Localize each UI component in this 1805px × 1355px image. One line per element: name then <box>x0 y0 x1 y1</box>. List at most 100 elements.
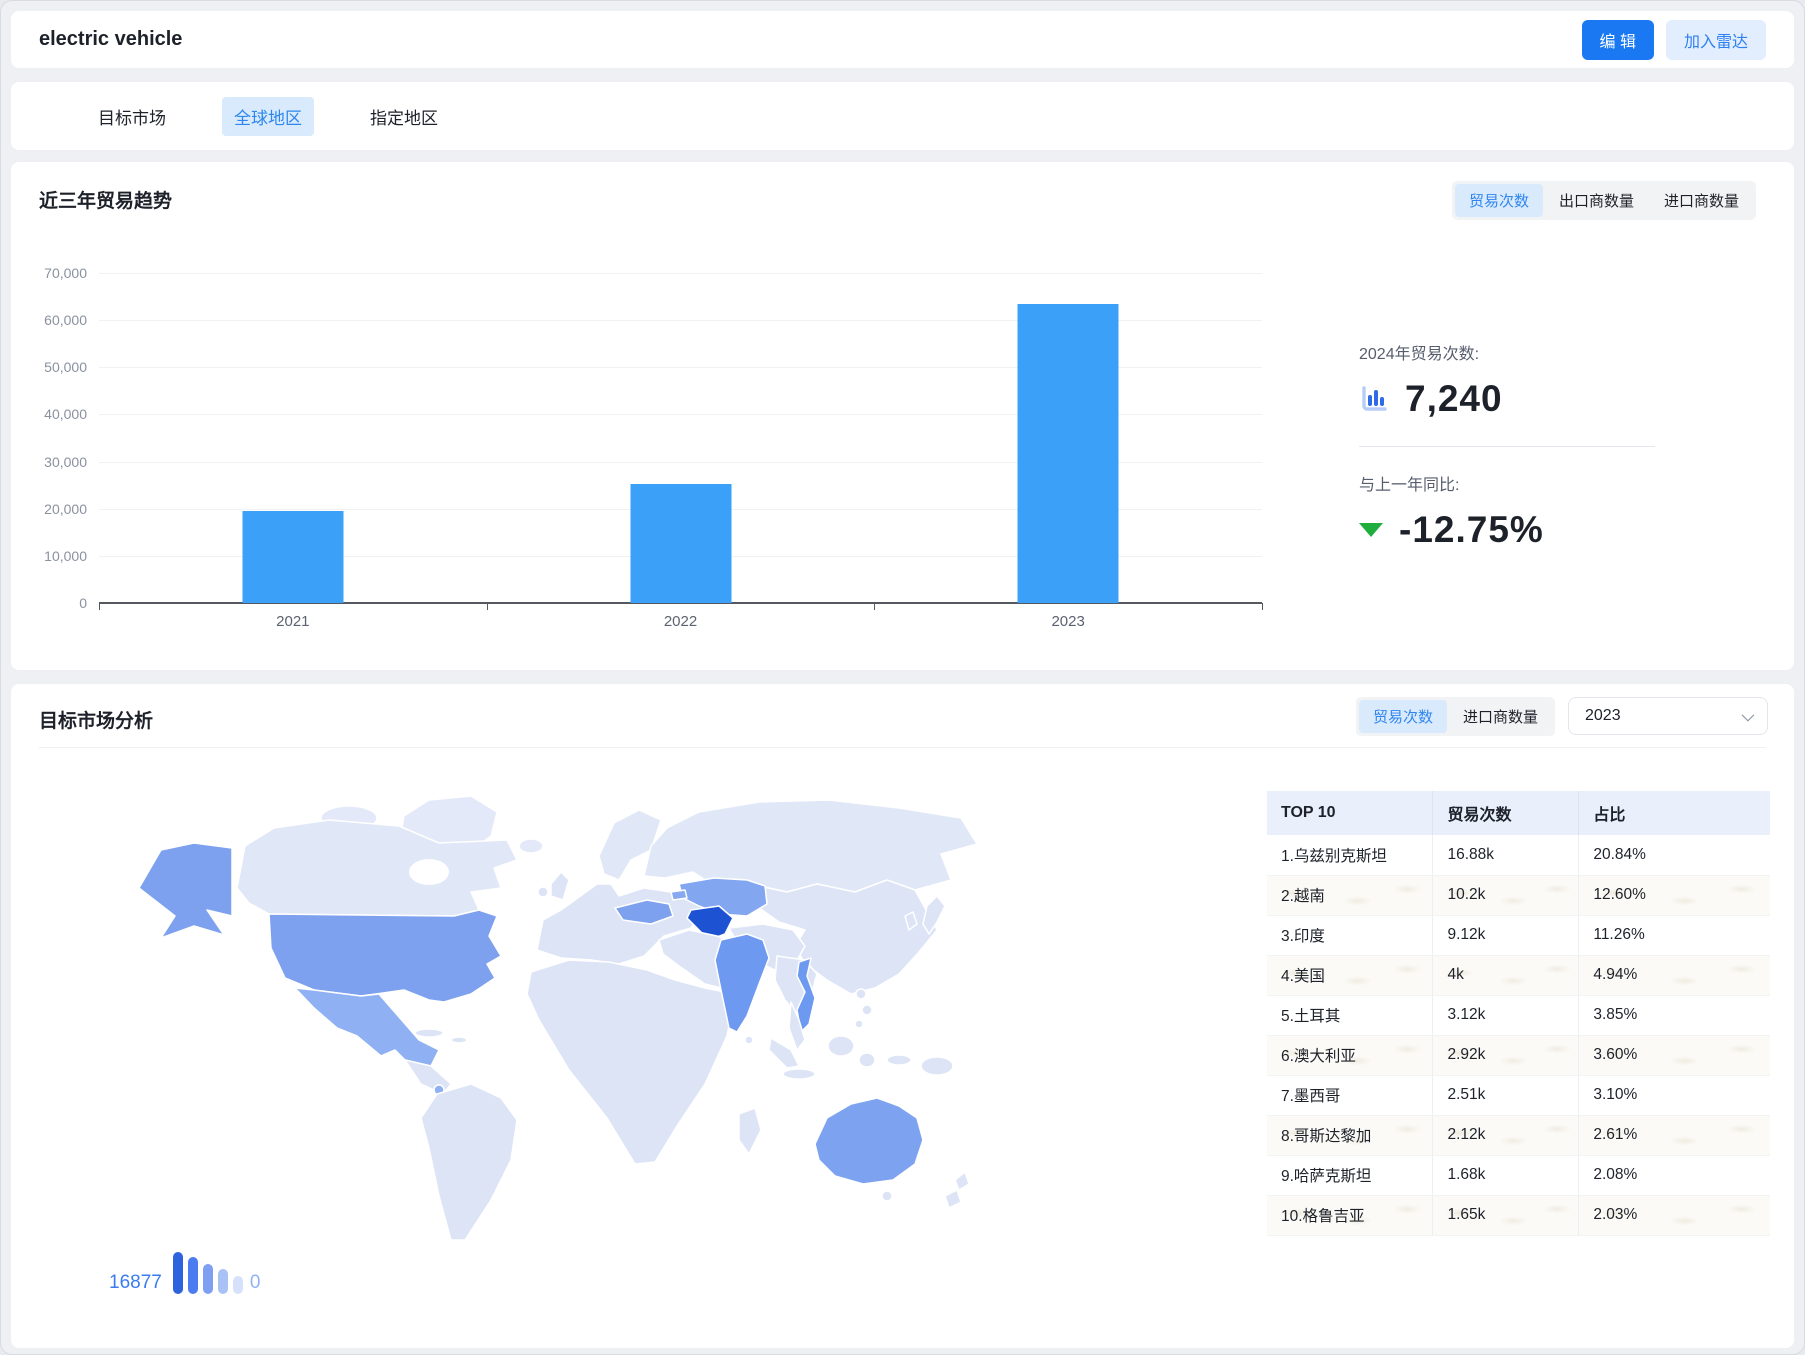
edit-button[interactable]: 编 辑 <box>1582 20 1654 60</box>
x-axis-tick-label: 2021 <box>276 613 309 630</box>
market-section-title: 目标市场分析 <box>39 706 153 733</box>
table-row[interactable]: 4.美国4k4.94% <box>1267 955 1770 995</box>
bar-2021[interactable] <box>242 511 343 603</box>
table-cell-name: 8.哥斯达黎加 <box>1267 1115 1433 1155</box>
market-toggle-trade-count[interactable]: 贸易次数 <box>1359 700 1447 733</box>
map-region-madagascar <box>739 1108 761 1154</box>
trend-section-title: 近三年贸易趋势 <box>39 186 172 213</box>
axis-tick <box>99 603 100 610</box>
map-legend: 16877 0 <box>109 1252 260 1294</box>
table-row[interactable]: 7.墨西哥2.51k3.10% <box>1267 1075 1770 1115</box>
trend-stats-panel: 2024年贸易次数: 7,240 与上一年同比: -12.75% <box>1359 340 1655 551</box>
y-axis-tick-label: 20,000 <box>11 501 87 517</box>
legend-pill <box>218 1269 228 1294</box>
year-dropdown[interactable]: 2023 <box>1568 697 1768 735</box>
stats-divider <box>1359 446 1655 447</box>
legend-pill <box>203 1264 213 1294</box>
table-row[interactable]: 10.格鲁吉亚1.65k2.03% <box>1267 1195 1770 1235</box>
table-row[interactable]: 5.土耳其3.12k3.85% <box>1267 995 1770 1035</box>
x-axis-tick-label: 2023 <box>1051 613 1084 630</box>
map-region-iceland <box>519 839 543 853</box>
map-region-south-america <box>421 1084 517 1240</box>
table-cell-name: 6.澳大利亚 <box>1267 1035 1433 1075</box>
map-region-hudson-bay <box>409 859 449 885</box>
table-row[interactable]: 8.哥斯达黎加2.12k2.61% <box>1267 1115 1770 1155</box>
y-axis-tick-label: 30,000 <box>11 454 87 470</box>
tab-target-market[interactable]: 目标市场 <box>86 97 178 136</box>
map-legend-bars <box>173 1252 243 1294</box>
y-axis-tick-label: 60,000 <box>11 312 87 328</box>
col-header-share: 占比 <box>1579 791 1770 835</box>
table-cell-trades: 10.2k <box>1433 875 1579 915</box>
table-cell-trades: 4k <box>1433 955 1579 995</box>
legend-min-value: 0 <box>250 1272 261 1294</box>
map-region-borneo <box>828 1036 854 1056</box>
y-axis-tick-label: 10,000 <box>11 548 87 564</box>
table-row[interactable]: 9.哈萨克斯坦1.68k2.08% <box>1267 1155 1770 1195</box>
stat-year-value: 7,240 <box>1405 378 1503 420</box>
bar-2023[interactable] <box>1018 304 1119 603</box>
table-cell-share: 2.08% <box>1579 1155 1770 1195</box>
table-cell-trades: 3.12k <box>1433 995 1579 1035</box>
table-cell-name: 5.土耳其 <box>1267 995 1433 1035</box>
toggle-trade-count[interactable]: 贸易次数 <box>1455 184 1543 217</box>
col-header-trades: 贸易次数 <box>1433 791 1579 835</box>
map-country-mexico[interactable] <box>295 988 439 1066</box>
table-cell-share: 3.85% <box>1579 995 1770 1035</box>
table-cell-trades: 1.65k <box>1433 1195 1579 1235</box>
map-region-sri-lanka <box>745 1036 753 1044</box>
map-region-nz-south <box>945 1190 961 1208</box>
map-region-hispaniola <box>451 1037 467 1043</box>
table-cell-trades: 2.51k <box>1433 1075 1579 1115</box>
table-cell-trades: 1.68k <box>1433 1155 1579 1195</box>
axis-tick <box>487 603 488 610</box>
table-row[interactable]: 1.乌兹别克斯坦16.88k20.84% <box>1267 835 1770 875</box>
table-cell-share: 2.61% <box>1579 1115 1770 1155</box>
app-window: electric vehicle 编 辑 加入雷达 目标市场 全球地区 指定地区… <box>0 0 1805 1355</box>
legend-pill <box>173 1252 183 1294</box>
legend-pill <box>233 1276 243 1294</box>
table-cell-share: 4.94% <box>1579 955 1770 995</box>
table-cell-name: 10.格鲁吉亚 <box>1267 1195 1433 1235</box>
add-to-radar-button[interactable]: 加入雷达 <box>1666 20 1766 60</box>
map-region-java <box>783 1069 815 1079</box>
trend-card: 近三年贸易趋势 贸易次数 出口商数量 进口商数量 2024年贸易次数: 7,24… <box>11 162 1794 670</box>
table-cell-name: 4.美国 <box>1267 955 1433 995</box>
y-axis-tick-label: 70,000 <box>11 265 87 281</box>
market-toggle-importer-count[interactable]: 进口商数量 <box>1449 700 1552 733</box>
map-region-ph-3 <box>855 1020 863 1028</box>
table-cell-name: 9.哈萨克斯坦 <box>1267 1155 1433 1195</box>
map-country-usa[interactable] <box>139 843 232 938</box>
table-row[interactable]: 6.澳大利亚2.92k3.60% <box>1267 1035 1770 1075</box>
world-map <box>99 788 1155 1240</box>
map-region-uk <box>551 872 569 900</box>
market-header-divider <box>39 747 1766 748</box>
axis-tick <box>874 603 875 610</box>
tab-specified-region[interactable]: 指定地区 <box>358 97 450 136</box>
page-title: electric vehicle <box>39 28 182 51</box>
down-triangle-icon <box>1359 523 1383 537</box>
top-bar: electric vehicle 编 辑 加入雷达 <box>11 11 1794 68</box>
col-header-top10: TOP 10 <box>1267 791 1433 835</box>
table-cell-name: 2.越南 <box>1267 875 1433 915</box>
y-axis-tick-label: 50,000 <box>11 359 87 375</box>
map-region-nz-north <box>955 1172 969 1190</box>
map-country-australia[interactable] <box>815 1098 923 1184</box>
table-cell-share: 12.60% <box>1579 875 1770 915</box>
tab-global-region[interactable]: 全球地区 <box>222 97 314 136</box>
toggle-importer-count[interactable]: 进口商数量 <box>1650 184 1753 217</box>
market-card: 目标市场分析 贸易次数 进口商数量 2023 <box>11 684 1794 1348</box>
table-cell-trades: 2.12k <box>1433 1115 1579 1155</box>
map-region-cuba <box>415 1029 443 1037</box>
chevron-down-icon <box>1742 708 1755 721</box>
table-row[interactable]: 2.越南10.2k12.60% <box>1267 875 1770 915</box>
map-region-tasmania <box>882 1191 892 1201</box>
bar-2022[interactable] <box>630 484 731 603</box>
table-row[interactable]: 3.印度9.12k11.26% <box>1267 915 1770 955</box>
toggle-exporter-count[interactable]: 出口商数量 <box>1545 184 1648 217</box>
table-cell-share: 11.26% <box>1579 915 1770 955</box>
map-country-georgia[interactable] <box>671 890 687 900</box>
bar-chart-icon <box>1359 384 1389 414</box>
trend-metric-toggle: 贸易次数 出口商数量 进口商数量 <box>1452 181 1756 220</box>
axis-tick <box>1262 603 1263 610</box>
